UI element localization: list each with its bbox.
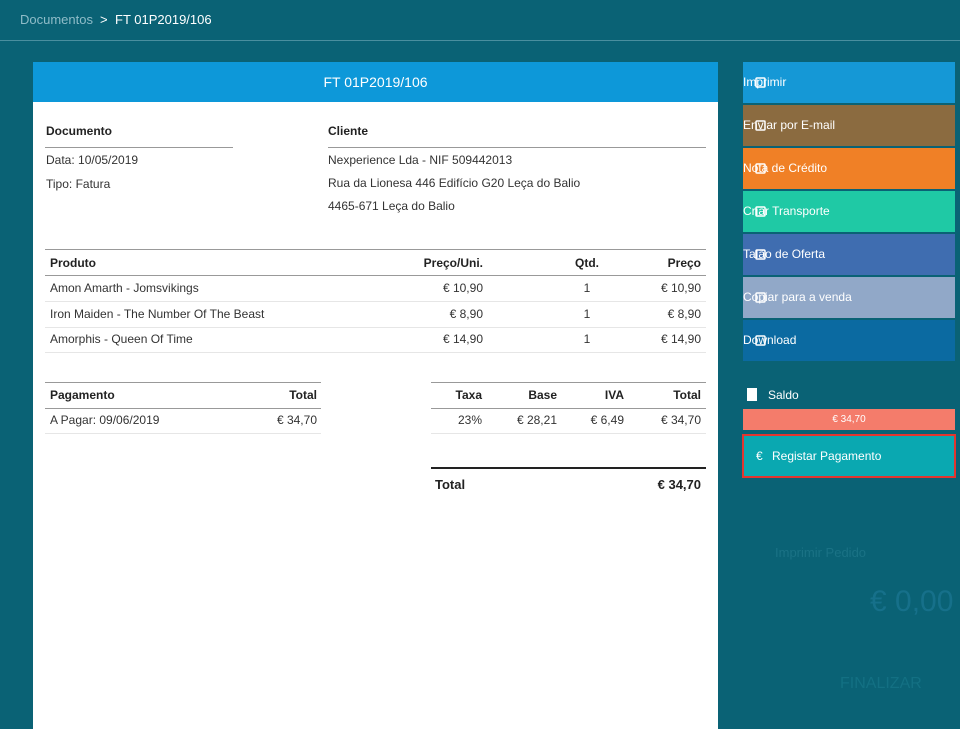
table-header: Base xyxy=(528,388,557,402)
icon xyxy=(755,206,766,217)
table-header: Taxa xyxy=(455,388,482,402)
button-icon: € xyxy=(756,449,763,463)
table-cell: 1 xyxy=(583,281,591,295)
action-button[interactable]: Enviar por E-mail xyxy=(743,105,955,146)
divider xyxy=(45,433,321,434)
action-button[interactable]: Copiar para a venda xyxy=(743,277,955,318)
table-header: Preço/Uni. xyxy=(423,256,483,270)
table-cell: € 14,90 xyxy=(442,332,483,346)
document-title: FT 01P2019/106 xyxy=(33,62,718,102)
divider xyxy=(431,408,706,409)
divider xyxy=(431,382,706,383)
button-label: Imprimir xyxy=(743,75,787,89)
amount-faded: € 0,00 xyxy=(870,585,954,618)
breadcrumb-separator: > xyxy=(100,12,108,27)
register-payment-button[interactable]: € Registar Pagamento xyxy=(742,434,956,478)
info-line: Data: 10/05/2019 xyxy=(46,153,139,167)
balance-label: Saldo xyxy=(768,388,799,402)
table-header: Total xyxy=(673,388,701,402)
table-cell: € 6,49 xyxy=(590,413,624,427)
table-header: Preço xyxy=(667,256,701,270)
section-heading: Documento xyxy=(46,124,112,138)
button-label: Enviar por E-mail xyxy=(743,118,836,132)
table-cell: Amon Amarth - Jomsvikings xyxy=(50,281,199,295)
table-cell: Amorphis - Queen Of Time xyxy=(50,332,193,346)
table-cell: € 8,90 xyxy=(449,306,483,321)
icon xyxy=(755,335,766,346)
action-button[interactable]: Nota de Crédito xyxy=(743,148,955,189)
table-cell: 1 xyxy=(583,332,591,346)
breadcrumb-parent[interactable]: Documentos xyxy=(20,12,93,27)
balance-value: € 34,70 xyxy=(743,409,955,430)
table-cell: € 10,90 xyxy=(660,281,701,295)
table-header: Qtd. xyxy=(575,256,599,270)
divider xyxy=(45,326,706,328)
table-cell: 23% xyxy=(457,413,482,427)
client-line: 4465-671 Leça do Balio xyxy=(328,199,455,213)
document-card: FT 01P2019/106 Documento Data: 10/05/2019… xyxy=(33,62,718,729)
action-button[interactable]: Imprimir xyxy=(743,62,955,103)
icon xyxy=(755,163,766,174)
balance-icon xyxy=(747,388,757,401)
action-button[interactable]: Talão de Oferta xyxy=(743,234,955,275)
icon xyxy=(755,77,766,88)
divider xyxy=(328,147,706,148)
client-line: Rua da Lionesa 446 Edifício G20 Leça do … xyxy=(328,176,581,190)
print-order-faded: Imprimir Pedido xyxy=(775,545,867,560)
finish-faded: FINALIZAR xyxy=(840,675,922,692)
divider xyxy=(45,352,706,353)
divider xyxy=(45,249,706,250)
icon xyxy=(755,120,766,131)
button-label: Registar Pagamento xyxy=(772,449,882,463)
table-cell: A Pagar: 09/06/2019 xyxy=(50,413,160,427)
action-button[interactable]: Download xyxy=(743,320,955,361)
button-label: Nota de Crédito xyxy=(743,161,828,175)
divider xyxy=(431,433,706,434)
breadcrumb-current: FT 01P2019/106 xyxy=(115,12,212,27)
client-line: Nexperience Lda - NIF 509442013 xyxy=(328,153,513,167)
divider xyxy=(45,408,321,409)
divider xyxy=(431,467,706,469)
table-cell: € 34,70 xyxy=(660,413,701,427)
table-header: Pagamento xyxy=(50,388,115,402)
icon xyxy=(755,292,766,303)
info-line: Tipo: Fatura xyxy=(46,177,111,191)
table-cell: 1 xyxy=(583,306,591,321)
table-cell: € 8,90 xyxy=(667,306,701,321)
button-label: Talão de Oferta xyxy=(743,247,826,261)
section-heading: Cliente xyxy=(328,124,369,138)
top-bar: Documentos > FT 01P2019/106 xyxy=(0,0,960,41)
button-label: Criar Transporte xyxy=(743,204,830,218)
button-label: Copiar para a venda xyxy=(743,290,852,304)
action-button[interactable]: Criar Transporte xyxy=(743,191,955,232)
table-header: Produto xyxy=(50,256,96,270)
total-value: € 34,70 xyxy=(657,477,701,492)
table-cell: € 10,90 xyxy=(442,281,483,295)
total-label: Total xyxy=(435,477,466,492)
table-cell: Iron Maiden - The Number Of The Beast xyxy=(50,306,265,321)
divider xyxy=(45,382,321,383)
button-label: Download xyxy=(743,333,797,347)
table-cell: € 28,21 xyxy=(516,413,557,427)
divider xyxy=(45,147,233,148)
divider xyxy=(45,275,706,276)
table-header: Total xyxy=(289,388,317,402)
table-cell: € 34,70 xyxy=(276,413,317,427)
table-header: IVA xyxy=(604,388,624,402)
table-cell: € 14,90 xyxy=(660,332,701,346)
divider xyxy=(45,301,706,302)
icon xyxy=(755,249,766,260)
